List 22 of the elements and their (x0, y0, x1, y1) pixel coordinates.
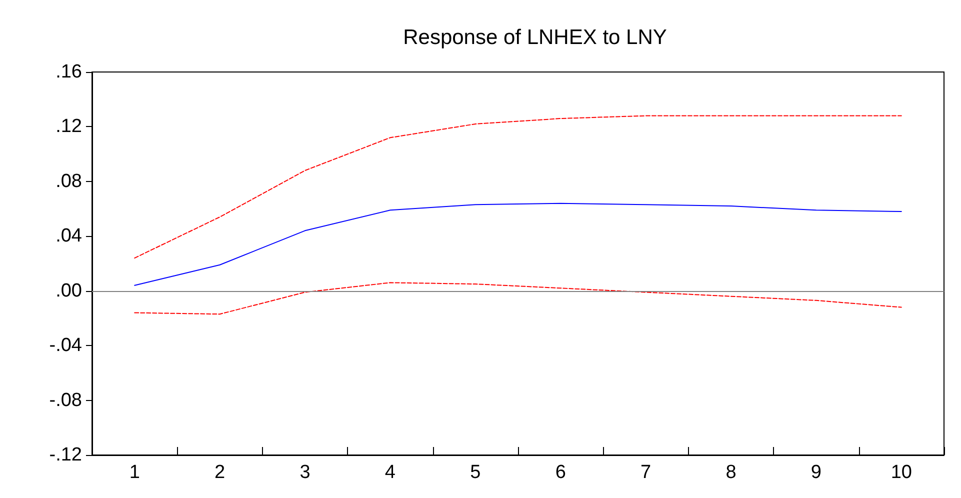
y-tick-label: .12 (56, 116, 82, 138)
x-tick-label: 2 (214, 462, 226, 483)
y-tick-label: .00 (56, 280, 82, 302)
y-tick-label: .16 (56, 62, 82, 82)
x-tick-label: 9 (810, 462, 822, 483)
x-tick-label: 5 (470, 462, 481, 483)
x-tick-label: 4 (384, 462, 396, 483)
y-tick-label: -.12 (49, 444, 82, 466)
x-tick-label: 3 (300, 462, 310, 483)
y-tick-label: -.08 (49, 390, 82, 411)
line-series (134, 115, 902, 259)
x-tick-label: 1 (129, 462, 140, 483)
line-series (134, 202, 902, 286)
x-tick-label: 8 (726, 462, 736, 483)
y-tick-label: .04 (56, 226, 82, 247)
chart-title: Response of LNHEX to LNY (403, 26, 667, 49)
line-series (134, 282, 902, 315)
x-tick-label: 6 (555, 462, 566, 483)
y-tick-label: .08 (56, 170, 82, 192)
y-tick-label: -.04 (49, 335, 82, 356)
x-tick-label: 7 (640, 462, 652, 483)
x-tick-label: 10 (890, 462, 912, 483)
